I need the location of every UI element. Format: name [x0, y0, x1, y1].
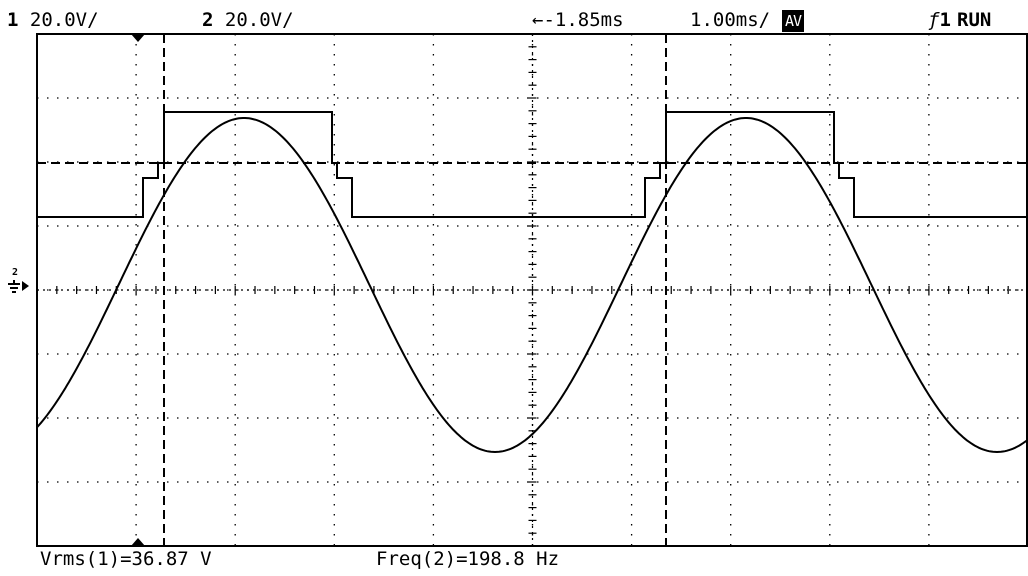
center-axes — [36, 33, 1028, 546]
channel-2-square-waveform — [37, 111, 1028, 218]
ground-marker-channel: 2 — [12, 267, 19, 278]
frequency-measurement: Freq(2)=198.8 Hz — [376, 548, 560, 570]
run-state[interactable]: RUN — [957, 9, 992, 31]
ground-marker-icon: 2 — [6, 267, 36, 304]
ch1-number: 1 — [7, 9, 19, 31]
ch1-scale-readout[interactable]: 1 20.0V/ — [7, 9, 99, 31]
timebase-readout[interactable]: 1.00ms/ — [690, 9, 771, 31]
ch2-number: 2 — [202, 9, 214, 31]
acquisition-mode-badge[interactable]: AV — [782, 10, 805, 32]
status-bar: 1 20.0V/ 2 20.0V/ ←-1.85ms 1.00ms/ AV ƒ1… — [0, 0, 1028, 34]
channel-1-sine-waveform — [36, 117, 1028, 454]
ch2-scale: 20.0V/ — [224, 9, 294, 31]
ch1-scale: 20.0V/ — [29, 9, 99, 31]
rising-edge-icon: ƒ — [928, 9, 940, 31]
triangle-marker-icon — [131, 34, 145, 42]
delay-readout[interactable]: ←-1.85ms — [532, 9, 624, 31]
ch2-scale-readout[interactable]: 2 20.0V/ — [202, 9, 294, 31]
trigger-channel: 1 — [939, 9, 951, 31]
triangle-marker-icon — [131, 538, 145, 546]
trigger-readout[interactable]: ƒ1 — [928, 9, 951, 31]
vrms-measurement: Vrms(1)=36.87 V — [40, 548, 212, 570]
